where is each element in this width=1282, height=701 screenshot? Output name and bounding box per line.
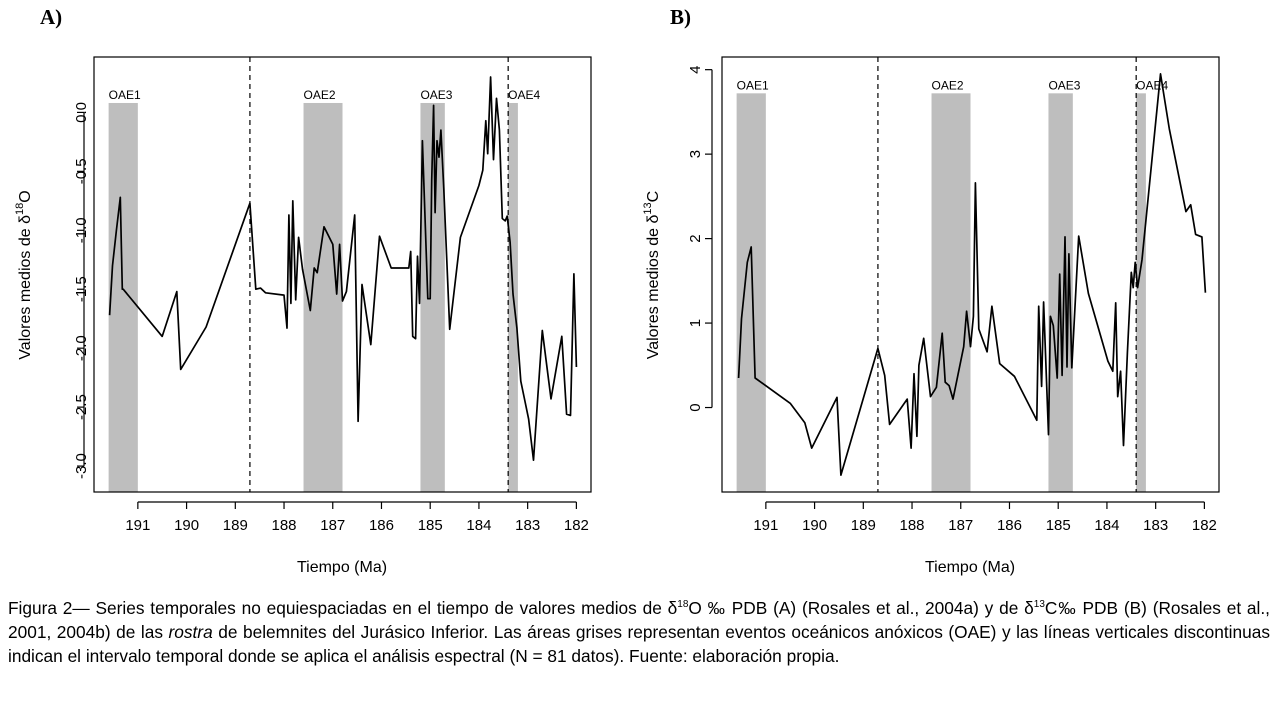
panel-b-y-axis-label-element: C bbox=[645, 191, 662, 203]
figure: A) OAE1 OAE2 OAE3 OAE4 191 190 189 188 187 186 185 1… bbox=[14, 5, 1220, 576]
panel-a-y-tick-label: -3.0 bbox=[73, 453, 90, 479]
panel-a-x-axis-label: Tiempo (Ma) bbox=[297, 559, 387, 576]
panel-a: A) OAE1 OAE2 OAE3 OAE4 191 190 189 188 187 186 185 1… bbox=[14, 5, 592, 576]
panel-a-y-tick-label: -2.5 bbox=[73, 394, 90, 420]
panel-a-band-label-oae1: OAE1 bbox=[109, 88, 141, 102]
panel-a-series-line bbox=[108, 76, 578, 462]
panel-a-x-tick-label: 188 bbox=[272, 517, 297, 534]
panel-a-y-tick-label: 0.0 bbox=[73, 102, 90, 123]
panel-b-y-tick-label: 4 bbox=[687, 65, 704, 73]
panel-b-band-oae4 bbox=[1136, 93, 1146, 493]
caption-text-1: Figura 2— Series temporales no equiespac… bbox=[8, 598, 678, 618]
panel-b-y-tick-label: 3 bbox=[687, 150, 704, 158]
panel-a-y-tick-label: -0.5 bbox=[73, 158, 90, 184]
panel-a-x-tick-label: 186 bbox=[369, 517, 394, 534]
panel-a-x-tick-label: 184 bbox=[466, 517, 491, 534]
panel-a-y-axis-label-text: Valores medios de δ bbox=[17, 215, 34, 360]
panel-b-x-tick-label: 184 bbox=[1094, 517, 1119, 534]
panel-b-label: B) bbox=[670, 5, 691, 29]
panel-b-plot-frame bbox=[721, 56, 1220, 493]
panel-b-x-axis-label: Tiempo (Ma) bbox=[925, 559, 1015, 576]
panel-b-x-tick-label: 189 bbox=[851, 517, 876, 534]
panel-b-y-axis-label-sup: 13 bbox=[642, 202, 654, 214]
panel-b-x-tick-label: 186 bbox=[997, 517, 1022, 534]
panel-a-y-tick-label: -1.5 bbox=[73, 276, 90, 302]
panel-b-band-label-oae1: OAE1 bbox=[737, 78, 769, 92]
panel-b-y-axis-label-text: Valores medios de δ bbox=[645, 214, 662, 359]
panel-a-band-oae1 bbox=[108, 102, 138, 492]
panel-b-band-oae2 bbox=[931, 93, 971, 493]
caption-text-4: de belemnites del Jurásico Inferior. Las… bbox=[8, 622, 1270, 666]
caption-text-3: C‰ PDB (B) (Rosales et al., 2001, 2004b)… bbox=[8, 598, 1270, 642]
panel-b-x-tick-label: 191 bbox=[753, 517, 778, 534]
panel-b-x-tick-label: 185 bbox=[1046, 517, 1071, 534]
panel-a-y-axis-label: Valores medios de δ18O bbox=[14, 190, 34, 359]
figure-caption: Figura 2— Series temporales no equiespac… bbox=[8, 596, 1270, 668]
panel-a-y-axis-label-sup: 18 bbox=[14, 203, 26, 215]
panel-a-x-tick-label: 185 bbox=[418, 517, 443, 534]
panel-b-x-tick-label: 190 bbox=[802, 517, 827, 534]
panel-b-x-tick-label: 187 bbox=[948, 517, 973, 534]
panel-a-band-label-oae4: OAE4 bbox=[508, 88, 540, 102]
caption-italic: rostra bbox=[168, 622, 213, 642]
panel-b-band-oae1 bbox=[736, 93, 766, 493]
panel-b-series-line bbox=[737, 73, 1207, 476]
panel-a-x-tick-label: 191 bbox=[125, 517, 150, 534]
panel-b-band-label-oae2: OAE2 bbox=[932, 78, 964, 92]
panel-a-band-label-oae3: OAE3 bbox=[420, 88, 452, 102]
panel-a-x-tick-label: 190 bbox=[174, 517, 199, 534]
panel-b-x-tick-label: 183 bbox=[1143, 517, 1168, 534]
caption-sup-2: 13 bbox=[1033, 599, 1045, 611]
panel-a-x-tick-label: 187 bbox=[320, 517, 345, 534]
panel-b-y-axis-label: Valores medios de δ13C bbox=[642, 191, 662, 360]
panel-a-plot-frame bbox=[93, 56, 592, 493]
panel-a-band-oae2 bbox=[303, 102, 343, 492]
panel-a-y-axis-label-element: O bbox=[17, 190, 34, 202]
panel-b-y-tick-label: 0 bbox=[687, 403, 704, 411]
panel-b-x-tick-label: 188 bbox=[900, 517, 925, 534]
panel-a-x-tick-label: 183 bbox=[515, 517, 540, 534]
panel-b-x-tick-label: 182 bbox=[1192, 517, 1217, 534]
panel-a-x-tick-label: 182 bbox=[564, 517, 589, 534]
panel-b-band-label-oae3: OAE3 bbox=[1048, 78, 1080, 92]
caption-sup-1: 18 bbox=[677, 599, 689, 611]
panel-a-x-tick-label: 189 bbox=[223, 517, 248, 534]
panel-a-label: A) bbox=[40, 5, 62, 29]
panel-a-y-tick-label: -2.0 bbox=[73, 335, 90, 361]
panel-a-y-tick-label: -1.0 bbox=[73, 217, 90, 243]
panel-b-y-tick-label: 1 bbox=[687, 319, 704, 327]
caption-text-2: O ‰ PDB (A) (Rosales et al., 2004a) y de… bbox=[688, 598, 1034, 618]
panel-b-y-tick-label: 2 bbox=[687, 234, 704, 242]
panel-a-band-label-oae2: OAE2 bbox=[304, 88, 336, 102]
